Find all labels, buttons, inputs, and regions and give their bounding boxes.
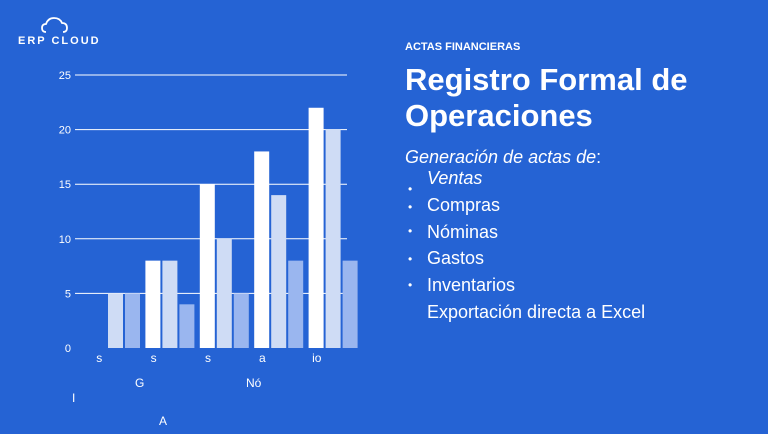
y-tick-label: 5 (65, 288, 71, 300)
x-tick-label: s (151, 351, 157, 365)
bullet-dot: • (408, 224, 413, 238)
x-label-fragment: G (135, 376, 144, 390)
bar (325, 129, 341, 348)
bullet-item: Compras (427, 195, 501, 215)
bullet-item: Nóminas (427, 222, 499, 242)
bullet-dot: • (408, 200, 413, 214)
bar (162, 260, 178, 348)
subtitle-colon: : (596, 147, 602, 167)
bar (179, 304, 195, 348)
page-title: Registro Formal de Operaciones (405, 62, 688, 133)
x-label-fragment: Nó (246, 376, 262, 390)
bar (233, 293, 249, 348)
bullet-dot: • (408, 252, 413, 266)
y-tick-label: 10 (59, 234, 71, 246)
y-tick-label: 0 (65, 343, 71, 355)
bar (254, 151, 270, 348)
x-tick-label: a (259, 351, 266, 365)
subtitle-text: Generación de actas de (405, 147, 597, 167)
bullet-item: Ventas (427, 168, 483, 188)
bar (308, 107, 324, 348)
bullet-dot: • (408, 182, 413, 196)
subtitle: Generación de actas de: (405, 147, 601, 168)
logo-text: ERP CLOUD (18, 35, 101, 47)
bar (271, 195, 287, 348)
bar (145, 260, 161, 348)
bullet-item: Inventarios (427, 275, 516, 295)
bar (125, 293, 140, 348)
y-tick-label: 25 (59, 70, 71, 82)
x-tick-label: s (96, 351, 102, 365)
bullet-item: Gastos (427, 248, 485, 268)
bar-chart: 0 5 10 15 20 25 s s s a io I G A Nó (59, 70, 358, 428)
bar (216, 238, 232, 348)
bar (342, 260, 358, 348)
y-tick-label: 20 (59, 125, 71, 137)
x-tick-label: io (312, 351, 322, 365)
x-label-fragment: I (72, 391, 75, 405)
bullet-dot: • (408, 278, 413, 292)
bar (108, 293, 123, 348)
bullet-list: • Ventas • Compras • Nóminas • Gastos • Inventari… (405, 0, 745, 434)
bullet-item: Exportación directa a Excel (427, 302, 646, 322)
bar (199, 184, 215, 348)
x-label-fragment: A (159, 414, 167, 428)
bar (288, 260, 304, 348)
y-tick-label: 15 (59, 179, 71, 191)
eyebrow-label: ACTAS FINANCIERAS (405, 41, 521, 53)
x-tick-label: s (205, 351, 211, 365)
cloud-icon (41, 17, 68, 33)
